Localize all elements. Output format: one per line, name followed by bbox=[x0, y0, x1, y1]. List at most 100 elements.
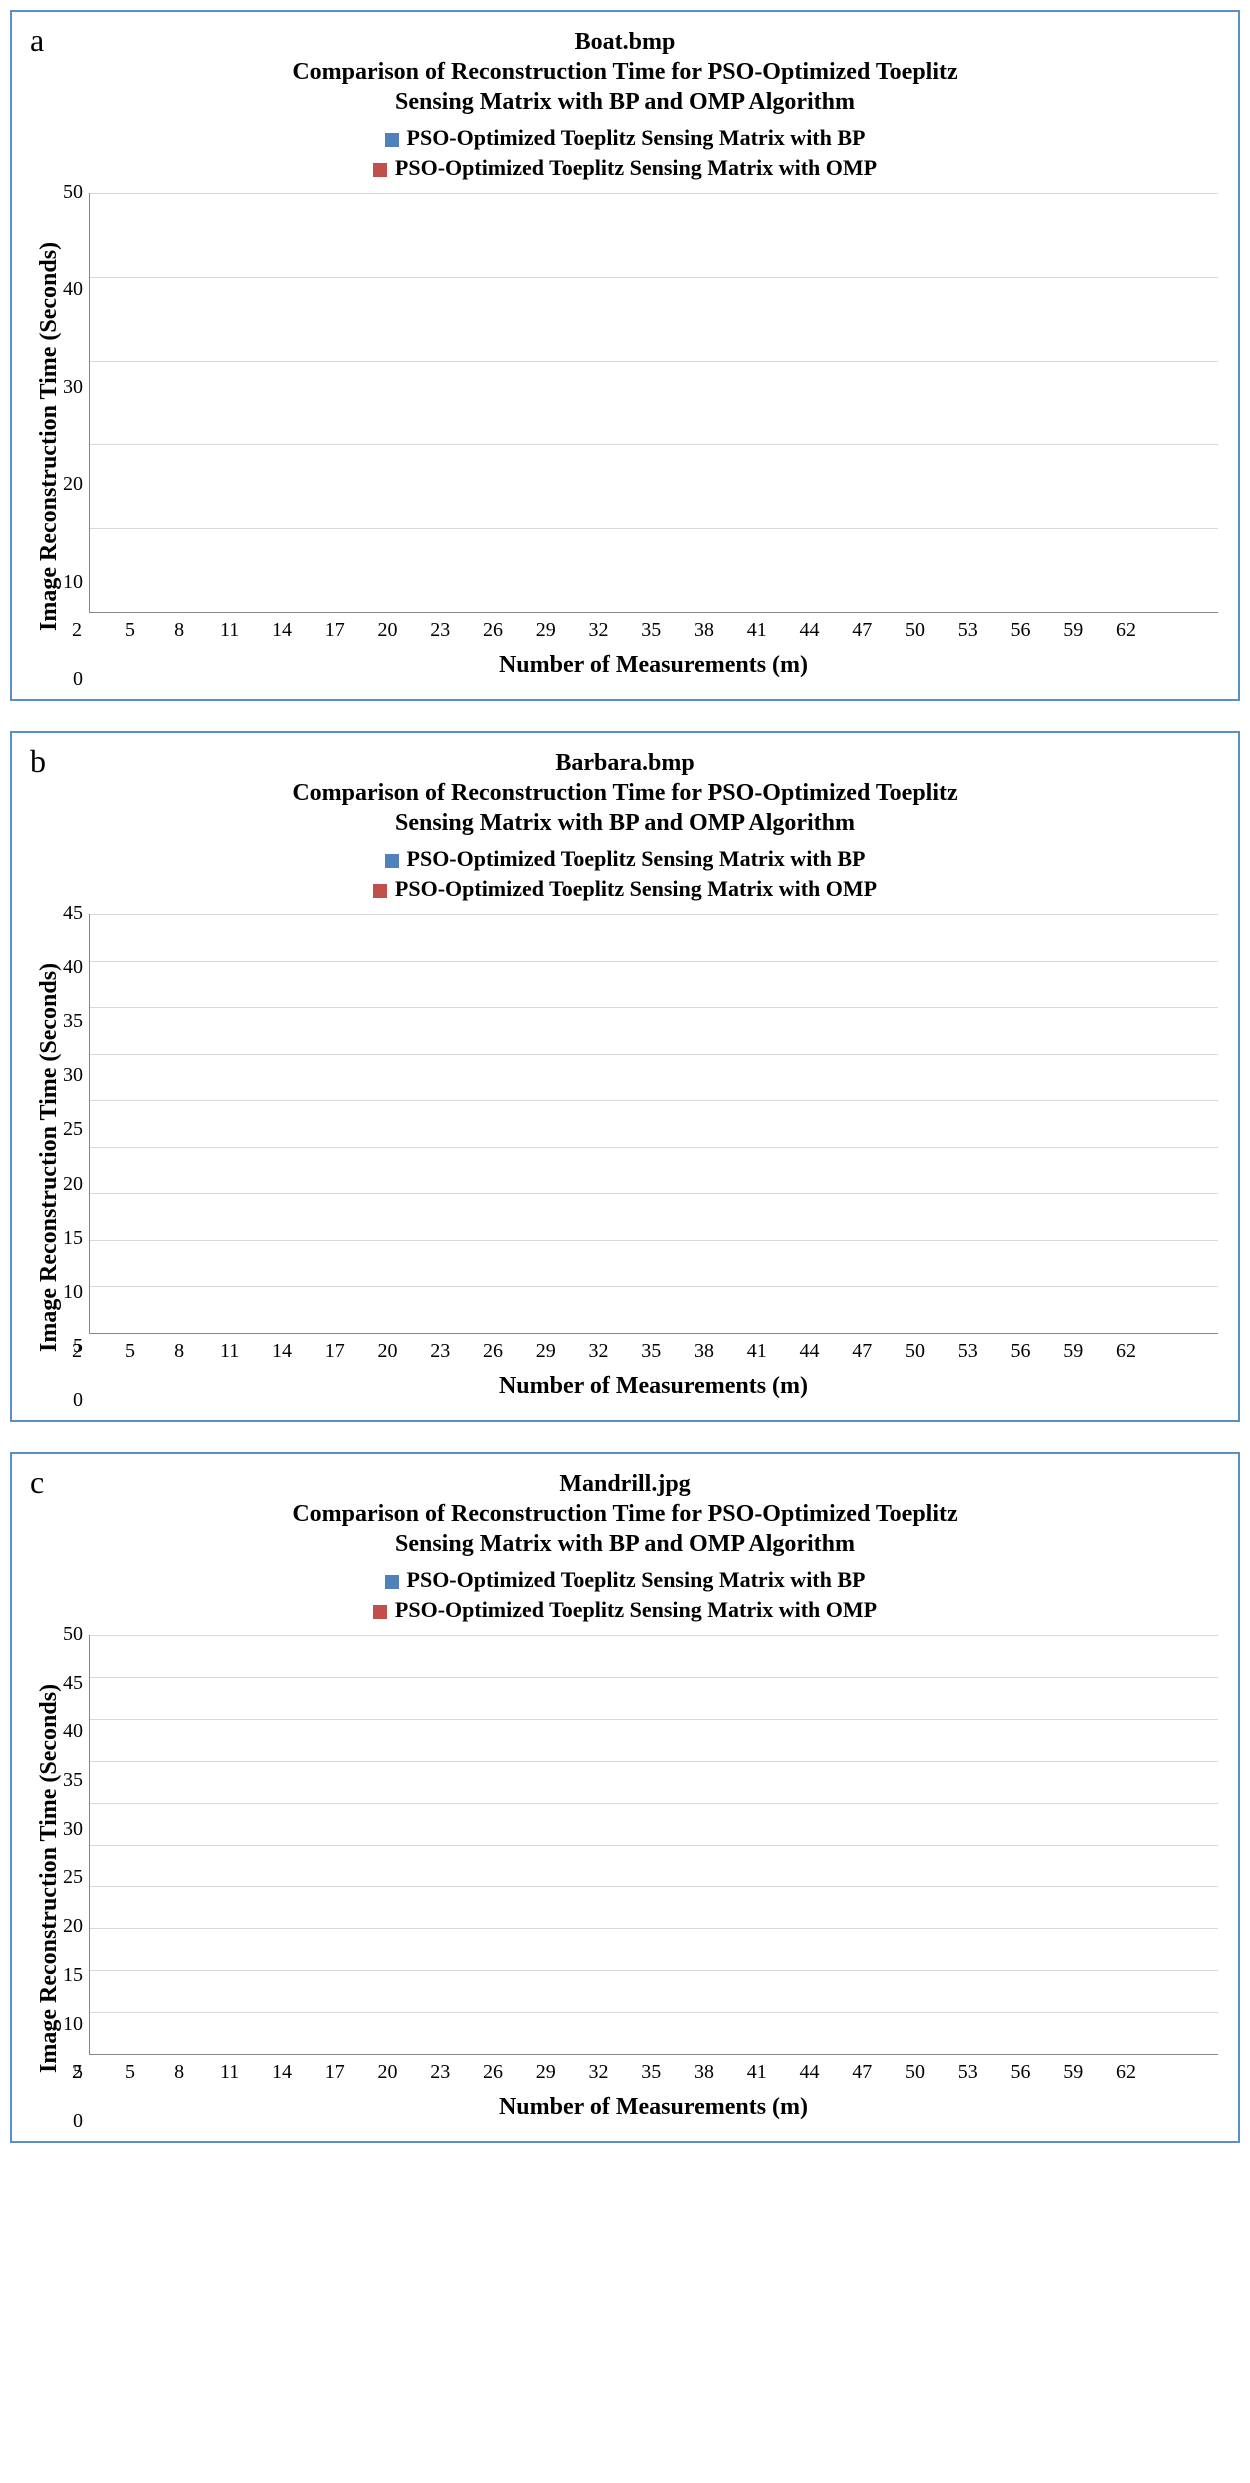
x-tick bbox=[783, 1340, 799, 1363]
x-tick bbox=[714, 1340, 730, 1363]
x-tick: 62 bbox=[1116, 619, 1136, 642]
x-tick bbox=[625, 619, 641, 642]
x-tick bbox=[414, 2061, 430, 2084]
x-tick: 62 bbox=[1116, 1340, 1136, 1363]
y-tick: 50 bbox=[63, 1623, 83, 1646]
title-line2: Comparison of Reconstruction Time for PS… bbox=[292, 1501, 957, 1527]
y-tick: 20 bbox=[63, 1173, 83, 1196]
x-tick bbox=[308, 619, 324, 642]
x-tick: 53 bbox=[958, 1340, 978, 1363]
legend-omp: PSO-Optimized Toeplitz Sensing Matrix wi… bbox=[32, 1597, 1218, 1623]
legend-swatch-omp bbox=[373, 163, 387, 177]
x-tick bbox=[978, 619, 994, 642]
x-axis-title: Number of Measurements (m) bbox=[89, 1373, 1218, 1400]
x-tick bbox=[714, 619, 730, 642]
legend-swatch-bp bbox=[385, 1575, 399, 1589]
x-tick: 50 bbox=[905, 1340, 925, 1363]
x-tick: 35 bbox=[641, 1340, 661, 1363]
x-tick bbox=[556, 2061, 572, 2084]
x-tick bbox=[609, 2061, 625, 2084]
x-tick bbox=[767, 1340, 783, 1363]
x-tick: 59 bbox=[1063, 2061, 1083, 2084]
x-tick bbox=[1031, 1340, 1047, 1363]
chart-legend: PSO-Optimized Toeplitz Sensing Matrix wi… bbox=[32, 1567, 1218, 1623]
legend-omp-label: PSO-Optimized Toeplitz Sensing Matrix wi… bbox=[395, 1597, 877, 1622]
x-tick bbox=[1202, 2061, 1218, 2084]
x-tick: 8 bbox=[171, 1340, 187, 1363]
x-tick bbox=[89, 619, 105, 642]
x-tick: 32 bbox=[589, 619, 609, 642]
legend-omp-label: PSO-Optimized Toeplitz Sensing Matrix wi… bbox=[395, 876, 877, 901]
title-line3: Sensing Matrix with BP and OMP Algorithm bbox=[395, 89, 855, 115]
x-tick bbox=[941, 619, 957, 642]
x-tick: 11 bbox=[220, 2061, 239, 2084]
y-tick: 30 bbox=[63, 376, 83, 399]
x-tick bbox=[994, 619, 1010, 642]
x-tick bbox=[836, 619, 852, 642]
x-tick bbox=[625, 2061, 641, 2084]
plot-container: 258111417202326293235384144475053565962N… bbox=[89, 1635, 1218, 2121]
x-tick bbox=[661, 619, 677, 642]
x-tick bbox=[661, 2061, 677, 2084]
bars-container bbox=[90, 193, 1218, 612]
x-tick bbox=[155, 2061, 171, 2084]
legend-swatch-omp bbox=[373, 1605, 387, 1619]
x-tick bbox=[345, 2061, 361, 2084]
x-tick: 35 bbox=[641, 2061, 661, 2084]
y-tick: 40 bbox=[63, 1720, 83, 1743]
x-origin-label: 2 bbox=[72, 1340, 82, 1363]
x-tick bbox=[398, 1340, 414, 1363]
chart-legend: PSO-Optimized Toeplitz Sensing Matrix wi… bbox=[32, 125, 1218, 181]
x-tick bbox=[1100, 619, 1116, 642]
bars-container bbox=[90, 914, 1218, 1333]
x-tick bbox=[872, 2061, 888, 2084]
x-tick bbox=[361, 2061, 377, 2084]
x-tick: 38 bbox=[694, 2061, 714, 2084]
title-line3: Sensing Matrix with BP and OMP Algorithm bbox=[395, 1531, 855, 1557]
x-tick bbox=[345, 1340, 361, 1363]
y-tick: 10 bbox=[63, 1281, 83, 1304]
x-tick bbox=[1169, 1340, 1185, 1363]
x-origin-label: 2 bbox=[72, 619, 82, 642]
x-tick bbox=[783, 619, 799, 642]
x-tick bbox=[467, 2061, 483, 2084]
legend-bp-label: PSO-Optimized Toeplitz Sensing Matrix wi… bbox=[407, 846, 866, 871]
x-tick bbox=[820, 2061, 836, 2084]
x-tick bbox=[398, 619, 414, 642]
x-tick bbox=[155, 619, 171, 642]
x-tick bbox=[1185, 619, 1201, 642]
x-tick: 23 bbox=[430, 2061, 450, 2084]
x-tick: 38 bbox=[694, 619, 714, 642]
x-tick bbox=[138, 619, 154, 642]
x-tick bbox=[889, 1340, 905, 1363]
y-tick: 15 bbox=[63, 1964, 83, 1987]
legend-bp: PSO-Optimized Toeplitz Sensing Matrix wi… bbox=[32, 125, 1218, 151]
title-line2: Comparison of Reconstruction Time for PS… bbox=[292, 59, 957, 85]
x-tick bbox=[767, 2061, 783, 2084]
y-axis-title: Image Reconstruction Time (Seconds) bbox=[32, 914, 63, 1400]
x-tick bbox=[138, 2061, 154, 2084]
x-tick bbox=[239, 1340, 255, 1363]
x-tick bbox=[450, 619, 466, 642]
y-tick: 0 bbox=[73, 2110, 83, 2133]
x-tick: 11 bbox=[220, 619, 239, 642]
chart-area: Image Reconstruction Time (Seconds)45403… bbox=[32, 914, 1218, 1400]
x-tick bbox=[89, 1340, 105, 1363]
x-tick: 53 bbox=[958, 2061, 978, 2084]
x-tick bbox=[1083, 619, 1099, 642]
title-file: Barbara.bmp bbox=[555, 750, 694, 776]
x-tick: 8 bbox=[171, 619, 187, 642]
x-tick bbox=[572, 2061, 588, 2084]
y-tick: 0 bbox=[73, 668, 83, 691]
x-tick bbox=[467, 619, 483, 642]
chart-area: Image Reconstruction Time (Seconds)50454… bbox=[32, 1635, 1218, 2121]
x-tick bbox=[450, 2061, 466, 2084]
plot: 2 bbox=[89, 914, 1218, 1334]
x-tick bbox=[730, 619, 746, 642]
x-tick bbox=[89, 2061, 105, 2084]
title-file: Mandrill.jpg bbox=[559, 1471, 690, 1497]
y-tick: 20 bbox=[63, 1915, 83, 1938]
x-tick: 14 bbox=[272, 1340, 292, 1363]
legend-bp: PSO-Optimized Toeplitz Sensing Matrix wi… bbox=[32, 1567, 1218, 1593]
y-tick: 20 bbox=[63, 473, 83, 496]
